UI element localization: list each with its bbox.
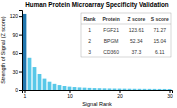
- bar: [68, 87, 72, 90]
- y-tick: 30: [12, 69, 22, 75]
- table-header: Protein: [103, 16, 120, 22]
- bar: [78, 87, 82, 90]
- bar: [158, 89, 162, 90]
- table-cell: 52.34: [130, 38, 143, 44]
- y-axis: 0 30 60 90 120: [10, 11, 23, 94]
- x-tick-label: 30: [167, 93, 173, 99]
- bar: [133, 89, 137, 90]
- bar: [138, 89, 142, 90]
- chart: 1 10 20 30 0 30 60 90 120 Rank Protein Z score S sco…: [0, 0, 177, 108]
- x-axis-line: [23, 91, 173, 94]
- y-tick: 120: [10, 13, 22, 19]
- table-cell: 1: [88, 27, 91, 33]
- table-frame: [81, 13, 171, 57]
- table-header: Z score: [127, 16, 145, 22]
- y-tick-label: 90: [12, 32, 18, 38]
- bar: [128, 89, 132, 90]
- table-cell: BPGM: [104, 38, 119, 44]
- bar: [118, 89, 122, 90]
- bar: [58, 85, 62, 90]
- x-tick-label: 1: [24, 93, 27, 99]
- table-cell: 15.04: [153, 38, 166, 44]
- y-axis-line: [19, 11, 23, 91]
- x-tick-label: 10: [67, 93, 73, 99]
- y-tick-mark: [19, 72, 22, 73]
- bar: [98, 88, 102, 90]
- y-tick-mark: [19, 16, 22, 17]
- bar: [88, 88, 92, 90]
- x-tick: 20: [117, 90, 123, 99]
- y-tick: 90: [12, 32, 22, 38]
- x-tick: 30: [167, 90, 173, 99]
- bar: [38, 74, 42, 90]
- table-cell: 123.61: [129, 27, 145, 33]
- bar: [63, 86, 67, 90]
- x-tick-label: 20: [117, 93, 123, 99]
- table-cell: 6.11: [155, 49, 165, 55]
- x-axis: 1 10 20 30: [23, 90, 173, 99]
- table-cell: 3: [88, 49, 91, 55]
- y-tick: 0: [15, 87, 22, 93]
- bar: [43, 79, 47, 90]
- bar: [73, 87, 77, 90]
- bar: [108, 88, 112, 90]
- table-header: Rank: [83, 16, 95, 22]
- bar: [83, 88, 87, 90]
- y-tick-label: 60: [12, 50, 18, 56]
- bar: [168, 89, 172, 90]
- table-rule: [81, 24, 171, 25]
- bar: [113, 89, 117, 90]
- bar: [28, 58, 32, 90]
- table-cell: 37.3: [131, 49, 141, 55]
- plot: 1 10 20 30 0 30 60 90 120 Rank Protein Z score S sco…: [10, 11, 173, 99]
- table: Rank Protein Z score S score 1 FGF21 123.61 71.…: [81, 13, 171, 57]
- table-cell: 71.27: [153, 27, 166, 33]
- y-tick-mark: [19, 53, 22, 54]
- y-tick-mark: [19, 90, 22, 91]
- y-label: Strength of Signal (Z score): [0, 16, 6, 83]
- table-cell: FGF21: [103, 27, 119, 33]
- x-label: Signal Rank: [82, 101, 112, 107]
- bar: [33, 67, 37, 90]
- bar: [93, 88, 97, 90]
- bar: [53, 84, 57, 90]
- x-tick: 1: [24, 90, 27, 99]
- bar: [153, 89, 157, 90]
- bar: [103, 88, 107, 90]
- bar: [163, 89, 167, 90]
- bar: [48, 82, 52, 90]
- y-tick: 60: [12, 50, 22, 56]
- bar: [23, 14, 27, 90]
- table-header: S score: [151, 16, 169, 22]
- bar: [143, 89, 147, 90]
- y-tick-label: 0: [15, 87, 18, 93]
- title: Human Protein Microarray Specificity Val…: [25, 1, 169, 9]
- bar: [148, 89, 152, 90]
- y-tick-mark: [19, 35, 22, 36]
- x-tick: 10: [67, 90, 73, 99]
- table-cell: CD360: [103, 49, 119, 55]
- bars: [23, 14, 172, 90]
- y-tick-label: 120: [10, 13, 19, 19]
- bar: [123, 89, 127, 90]
- table-cell: 2: [88, 38, 91, 44]
- y-tick-label: 30: [12, 69, 18, 75]
